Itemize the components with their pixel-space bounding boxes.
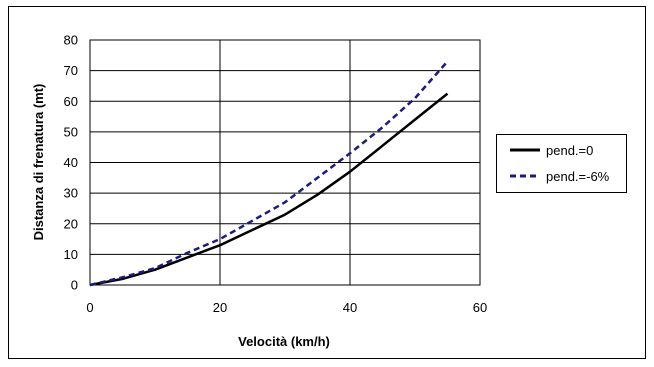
plot-area-border — [89, 39, 481, 286]
y-tick-label: 30 — [64, 186, 78, 201]
y-tick-label: 20 — [64, 216, 78, 231]
legend-label-pend-minus-6: pend.=-6% — [546, 169, 610, 184]
series-layer — [89, 60, 449, 287]
x-axis-ticks: 0 20 40 60 — [86, 300, 487, 315]
legend-label-pend-0: pend.=0 — [546, 143, 593, 158]
legend-box — [496, 134, 627, 193]
x-tick-label: 60 — [473, 300, 487, 315]
y-tick-label: 70 — [64, 63, 78, 78]
y-tick-label: 0 — [71, 278, 78, 293]
y-tick-label: 80 — [64, 33, 78, 48]
y-axis-ticks: 0 10 20 30 40 50 60 70 80 — [64, 33, 78, 293]
series-line-pend-0 — [89, 92, 449, 287]
y-tick-label: 40 — [64, 155, 78, 170]
x-tick-label: 0 — [86, 300, 93, 315]
x-axis-title: Velocità (km/h) — [238, 334, 330, 349]
y-tick-label: 60 — [64, 94, 78, 109]
y-axis-title: Distanza di frenatura (mt) — [31, 84, 46, 241]
y-tick-label: 50 — [64, 124, 78, 139]
series-line-pend-minus-6 — [89, 60, 449, 287]
y-tick-label: 10 — [64, 247, 78, 262]
legend: pend.=0 pend.=-6% — [496, 134, 627, 193]
x-tick-label: 40 — [343, 300, 357, 315]
x-tick-label: 20 — [213, 300, 227, 315]
